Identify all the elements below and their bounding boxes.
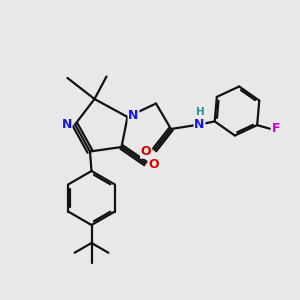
Text: H: H (196, 107, 205, 117)
Text: N: N (61, 118, 72, 131)
Text: N: N (194, 118, 205, 131)
Text: F: F (272, 122, 281, 135)
Text: O: O (148, 158, 159, 172)
Text: N: N (128, 109, 139, 122)
Text: O: O (141, 145, 152, 158)
